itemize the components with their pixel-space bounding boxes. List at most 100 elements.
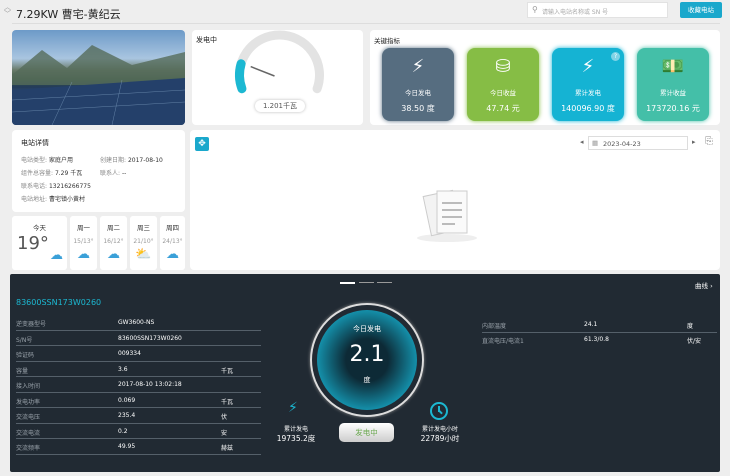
row-value: GW3600-NS [118,319,155,326]
weather-temp: 16/12° [103,238,124,245]
date-picker[interactable]: ▦ 2023-04-23 [588,136,688,150]
row-value: 009334 [118,350,141,357]
metric-card[interactable]: ⚡ 累计发电 140096.90 度? [552,48,624,121]
weather-day: 周一 15/13° ☁ [70,216,97,270]
weather-day-label: 周四 [166,224,179,232]
next-date-icon[interactable]: ▸ [692,138,696,146]
weather-temp: 21/10° [133,238,154,245]
lightning-icon: ⚡ [411,56,425,77]
row-key: 接入时间 [16,383,41,390]
row-value: 235.4 [118,412,136,419]
clouds-icon: ☁ [166,247,179,262]
empty-data-icon [417,189,477,242]
lightning-icon: ⚡ [581,56,595,77]
prev-date-icon[interactable]: ◂ [580,138,584,146]
row-key: 验证码 [16,352,35,359]
help-icon[interactable]: ? [611,52,620,61]
carousel-dot[interactable] [359,282,374,283]
lightning-icon: ⚡ [288,400,298,416]
station-photo [12,30,185,125]
contact: 联系人: -- [100,170,127,177]
created-date: 创建日期: 2017-08-10 [100,157,163,164]
metric-name: 累计收益 [660,89,686,97]
weather-day-label: 周一 [77,224,90,232]
power-gauge-card: 发电中 1.201千瓦 [192,30,363,125]
money-icon: 💵 [661,56,685,77]
row-unit: 伏/安 [687,338,702,345]
row-value: 24.1 [584,321,598,328]
gauge-fill [235,59,247,94]
capacity: 组件总容量: 7.29 千瓦 [21,170,83,177]
key-metrics-card: 关键指标 ⚡ 今日发电 38.50 度 ⛁ 今日收益 47.74 元 ⚡ 累计发电 140096… [370,30,720,125]
cloud-icon: ☁ [50,248,63,263]
hours-value: 22789小时 [420,434,460,443]
today-value: 2.1 [349,342,385,367]
phone: 联系电话: 13216266775 [21,183,91,190]
gauge-needle [250,65,275,77]
row-key: 交流电压 [16,414,41,421]
metric-value: 38.50 度 [401,104,435,113]
metric-card[interactable]: ⛁ 今日收益 47.74 元 [467,48,539,121]
total-label: 累计发电 [283,426,308,433]
row-value: 49.95 [118,443,136,450]
gauge-value: 1.201千瓦 [255,100,305,112]
table-row: 逆变器型号 GW3600-NS [16,315,261,331]
row-unit: 伏 [221,414,228,421]
address: 电站地址: 曹宅镇小黄村 [21,196,85,203]
row-key: 内部温度 [482,323,507,330]
row-value: 3.6 [118,365,128,373]
table-row: 容量 3.6 千瓦 [16,362,261,377]
station-details-card: 电站详情 电站类型: 家庭户用 创建日期: 2017-08-10 组件总容量: … [12,130,185,212]
metric-name: 今日发电 [405,89,431,97]
table-row: 直流电压/电流1 61.3/0.8 伏/安 [482,333,717,348]
metric-card[interactable]: ⚡ 今日发电 38.50 度 [382,48,454,121]
weather-temp: 19° [17,233,49,254]
sun-cloud-icon: ⛅ [135,247,152,262]
row-unit: 千瓦 [221,398,234,406]
row-value: 0.2 [118,427,128,435]
carousel-dot[interactable] [377,282,392,283]
row-key: 发电功率 [16,398,41,406]
move-icon[interactable]: ✥ [195,137,209,151]
divider [12,23,720,24]
row-unit: 千瓦 [221,367,234,375]
curve-link[interactable]: 曲线 › [695,282,713,290]
page-title: 7.29KW 曹宅-黄纪云 [16,8,121,21]
row-value: 61.3/0.8 [584,336,609,343]
metric-card[interactable]: 💵 累计收益 173720.16 元 [637,48,709,121]
metric-name: 今日收益 [490,89,516,97]
table-row: 发电功率 0.069 千瓦 [16,393,261,408]
table-row: 内部温度 24.1 度 [482,318,717,333]
expand-toggle-icon[interactable]: ︿ ﹀ [4,3,11,18]
row-value: 2017-08-10 13:02:18 [118,381,182,388]
weather-day: 今天 19° ☁ [12,216,67,270]
cloud-icon: ☁ [77,247,90,262]
weather-temp: 15/13° [73,238,94,245]
search-placeholder: 请输入电站名称或 SN 号 [542,9,609,16]
chart-card: ✥ ◂ ▦ 2023-04-23 ▸ ⎘ [190,130,720,270]
export-icon[interactable]: ⎘ [705,136,713,147]
weather-day-label: 周三 [137,224,150,232]
carousel-dot-active[interactable] [340,282,355,284]
today-ring [310,303,424,417]
coins-icon: ⛁ [495,56,511,77]
station-type: 电站类型: 家庭户用 [21,157,73,164]
metric-value: 47.74 元 [486,104,520,113]
weather-day: 周三 21/10° ⛅ [130,216,157,270]
row-unit: 赫兹 [221,445,234,452]
search-input[interactable]: ⚲ 请输入电站名称或 SN 号 [527,2,668,18]
gauge-label: 发电中 [196,36,217,44]
row-value: 0.069 [118,396,136,404]
metrics-title: 关键指标 [374,37,400,45]
total-value: 19735.2度 [276,434,316,443]
table-row: 交流电流 0.2 安 [16,424,261,439]
weather-day-label: 今天 [33,224,46,232]
clock-icon [430,402,448,420]
favorite-station-button[interactable]: 收藏电站 [680,2,722,18]
today-unit: 度 [363,376,371,384]
row-key: 逆变器型号 [16,321,47,328]
power-gauge [235,30,324,94]
weather-day: 周四 24/13° ☁ [160,216,185,270]
status-button[interactable]: 发电中 [339,423,394,442]
station-details-title: 电站详情 [21,139,49,147]
